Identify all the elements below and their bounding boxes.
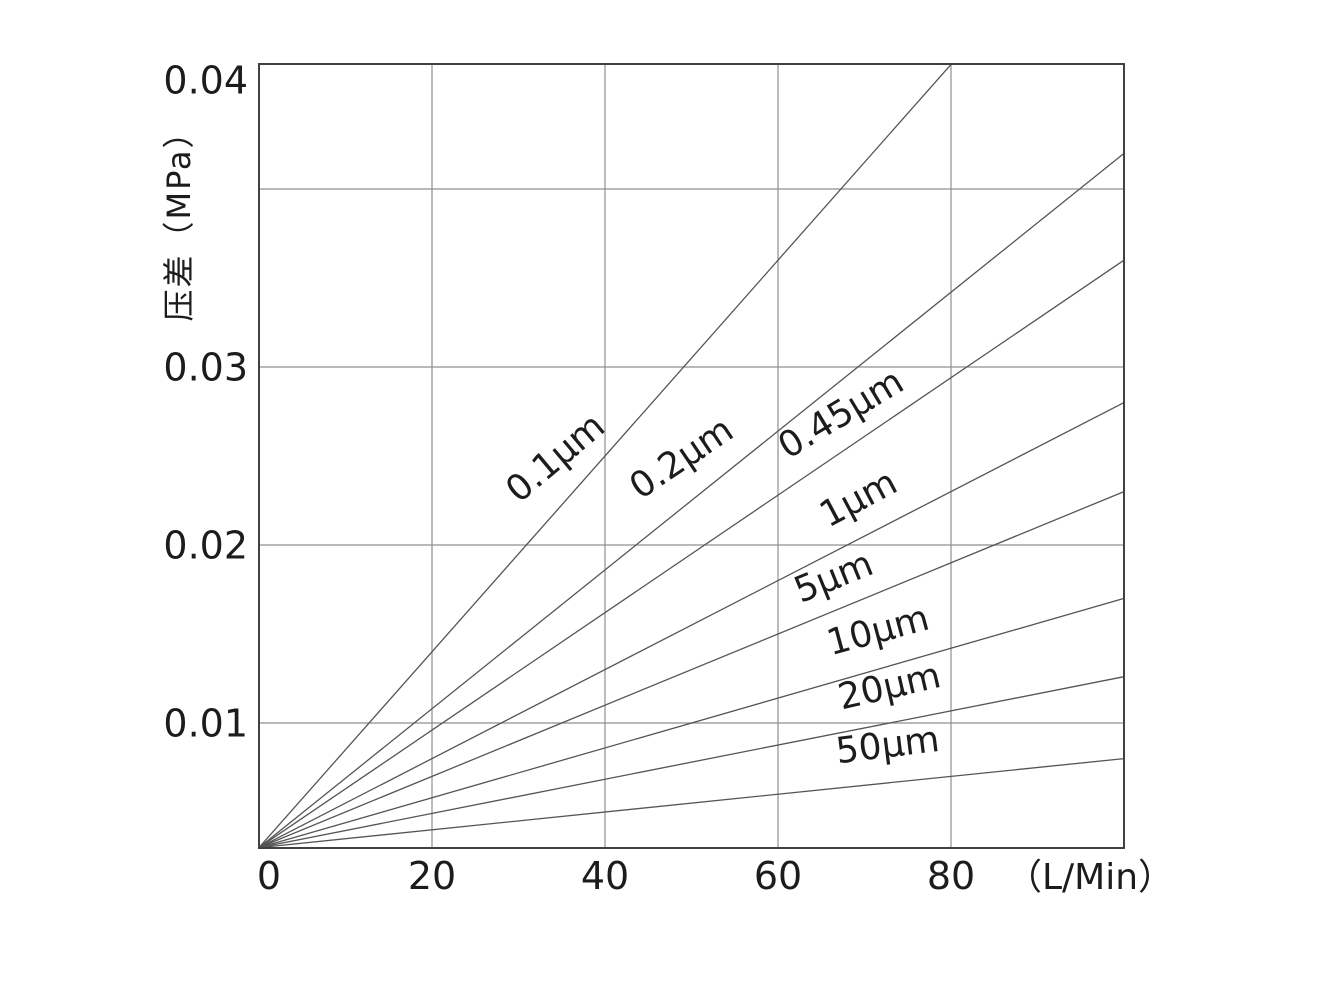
x-tick-40: 40 [581, 854, 629, 898]
x-axis-tick-labels: 0 20 40 60 80 [257, 854, 975, 898]
y-axis-title: 压差（MPa） [160, 114, 198, 321]
series-label-0-2um: 0.2μm [622, 409, 740, 507]
x-axis-unit-label: （L/Min） [1006, 857, 1174, 898]
series-line-20um [258, 676, 1125, 849]
series-label-0-1um: 0.1μm [498, 405, 613, 510]
series-line-5um [258, 490, 1125, 849]
series-line-0-2um [258, 152, 1125, 849]
x-tick-0: 0 [257, 854, 281, 898]
series-line-1um [258, 402, 1125, 849]
series-label-50um: 50μm [834, 719, 942, 772]
series-line-0-45um [258, 259, 1125, 849]
series-lines [258, 63, 1125, 849]
plot-border [258, 63, 1125, 849]
x-tick-80: 80 [927, 854, 975, 898]
gridlines [259, 64, 1124, 848]
series-label-5um: 5μm [789, 543, 879, 611]
series-line-0-1um [258, 63, 952, 849]
series-label-20um: 20μm [834, 655, 944, 718]
x-tick-60: 60 [754, 854, 802, 898]
series-line-10um [258, 597, 1125, 849]
series-label-10um: 10μm [823, 598, 934, 664]
y-tick-0.02: 0.02 [163, 523, 248, 567]
series-line-50um [258, 757, 1125, 849]
y-tick-0.04: 0.04 [163, 58, 248, 102]
y-tick-0.03: 0.03 [163, 345, 248, 389]
series-label-1um: 1μm [813, 462, 904, 536]
y-tick-0.01: 0.01 [163, 701, 248, 745]
x-tick-20: 20 [408, 854, 456, 898]
y-axis-tick-labels: 0.04 0.03 0.02 0.01 [163, 58, 248, 745]
series-label-0-45um: 0.45μm [771, 361, 911, 467]
